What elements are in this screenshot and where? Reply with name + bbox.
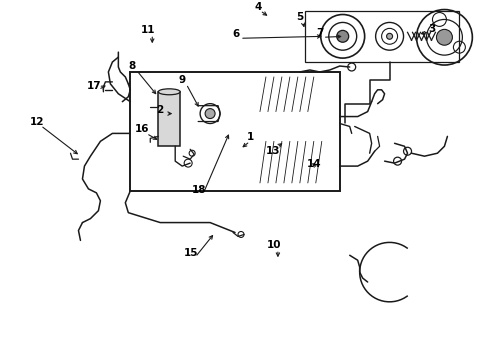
Bar	[305, 10, 460, 62]
Text: 1: 1	[246, 132, 254, 142]
Text: 17: 17	[87, 81, 102, 91]
Circle shape	[205, 109, 215, 118]
Text: 16: 16	[135, 125, 149, 134]
Text: 7: 7	[316, 28, 323, 38]
Text: 11: 11	[141, 25, 155, 35]
Circle shape	[437, 30, 452, 45]
Text: 13: 13	[266, 146, 280, 156]
Circle shape	[337, 30, 349, 42]
Text: 10: 10	[267, 240, 281, 250]
Circle shape	[387, 33, 392, 39]
Text: 18: 18	[192, 185, 206, 195]
Text: 15: 15	[184, 248, 198, 258]
Text: 9: 9	[179, 75, 186, 85]
Text: 6: 6	[232, 29, 240, 39]
Text: 14: 14	[306, 159, 321, 169]
Ellipse shape	[158, 89, 180, 95]
Text: 3: 3	[428, 24, 435, 34]
Text: 2: 2	[157, 105, 164, 114]
Bar	[158, 92, 180, 146]
Text: 12: 12	[29, 117, 44, 126]
Text: 8: 8	[129, 61, 136, 71]
Text: 5: 5	[296, 13, 303, 22]
Bar	[130, 72, 340, 191]
Text: 4: 4	[254, 1, 262, 12]
